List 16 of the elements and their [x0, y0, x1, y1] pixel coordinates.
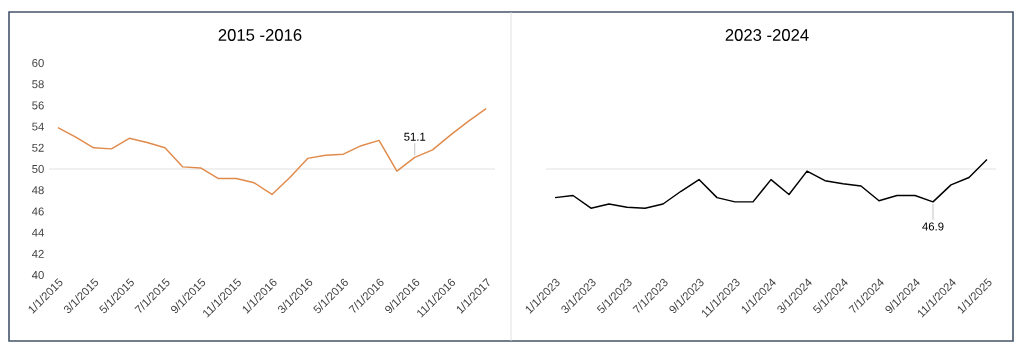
y-tick-label: 42: [31, 249, 44, 258]
y-tick-label: 46: [31, 207, 44, 216]
y-tick-label: 48: [31, 186, 44, 195]
chart-title: 2023 -2024: [725, 29, 809, 41]
chart-title: 2015 -2016: [218, 29, 302, 41]
y-tick-label: 54: [32, 122, 44, 131]
y-tick-label: 58: [32, 80, 44, 89]
annotation: 51.1: [404, 132, 426, 141]
y-tick-label: 60: [32, 59, 44, 68]
y-tick-label: 56: [32, 101, 44, 110]
y-tick-label: 40: [31, 271, 44, 280]
annotation: 46.9: [922, 222, 944, 231]
y-tick-label: 44: [31, 228, 44, 237]
y-tick-label: 52: [32, 143, 44, 152]
y-tick-label: 50: [32, 165, 44, 174]
line-series: [57, 107, 487, 196]
